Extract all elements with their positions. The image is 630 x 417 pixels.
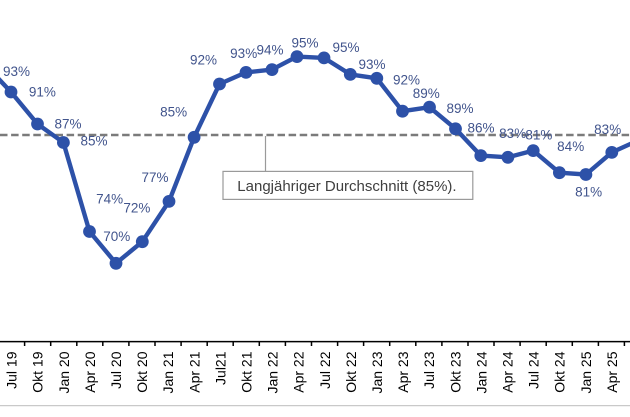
svg-text:Jul 22: Jul 22 (317, 351, 333, 389)
svg-text:70%: 70% (103, 229, 130, 244)
svg-text:Okt 20: Okt 20 (134, 351, 150, 392)
svg-text:Apr 21: Apr 21 (186, 351, 202, 392)
svg-text:89%: 89% (413, 86, 440, 101)
svg-text:Jul 20: Jul 20 (108, 351, 124, 389)
svg-text:Jan 25: Jan 25 (578, 351, 594, 393)
svg-text:Jan 22: Jan 22 (265, 351, 281, 393)
svg-text:Jan 23: Jan 23 (369, 351, 385, 393)
svg-text:77%: 77% (141, 170, 168, 185)
svg-text:83%: 83% (499, 126, 526, 141)
svg-text:Okt 24: Okt 24 (552, 351, 568, 392)
svg-text:Jul 19: Jul 19 (4, 351, 20, 389)
svg-text:Jul 24: Jul 24 (526, 351, 542, 389)
svg-text:92%: 92% (190, 52, 217, 67)
svg-text:Jan 24: Jan 24 (473, 351, 489, 393)
svg-text:93%: 93% (230, 46, 257, 61)
svg-text:94%: 94% (256, 43, 283, 58)
svg-text:72%: 72% (123, 200, 150, 215)
svg-text:81%: 81% (525, 127, 552, 142)
svg-text:74%: 74% (96, 191, 123, 206)
svg-text:85%: 85% (160, 104, 187, 119)
svg-text:91%: 91% (29, 85, 56, 100)
svg-text:Apr 24: Apr 24 (500, 351, 516, 392)
svg-text:Okt 23: Okt 23 (447, 351, 463, 392)
svg-text:Apr 22: Apr 22 (291, 351, 307, 392)
svg-text:Jan 20: Jan 20 (56, 351, 72, 393)
svg-text:89%: 89% (446, 101, 473, 116)
svg-text:95%: 95% (332, 40, 359, 55)
svg-text:Okt 19: Okt 19 (30, 351, 46, 392)
svg-text:83%: 83% (594, 122, 621, 137)
svg-text:85%: 85% (80, 134, 107, 149)
svg-text:84%: 84% (557, 139, 584, 154)
svg-text:Apr 25: Apr 25 (604, 351, 620, 392)
svg-text:Okt 21: Okt 21 (239, 351, 255, 392)
svg-text:93%: 93% (358, 57, 385, 72)
svg-text:Apr 23: Apr 23 (395, 351, 411, 392)
svg-text:Apr 20: Apr 20 (82, 351, 98, 392)
svg-text:92%: 92% (393, 73, 420, 88)
svg-text:Okt 22: Okt 22 (343, 351, 359, 392)
svg-text:87%: 87% (54, 116, 81, 131)
svg-text:86%: 86% (467, 120, 494, 135)
svg-text:93%: 93% (3, 64, 30, 79)
svg-text:Jul21: Jul21 (212, 351, 228, 385)
svg-text:Langjähriger Durchschnitt (85%: Langjähriger Durchschnitt (85%). (237, 178, 456, 195)
svg-text:Jan 21: Jan 21 (160, 351, 176, 393)
svg-text:81%: 81% (575, 185, 602, 200)
svg-text:95%: 95% (291, 36, 318, 51)
svg-text:Jul 23: Jul 23 (421, 351, 437, 389)
